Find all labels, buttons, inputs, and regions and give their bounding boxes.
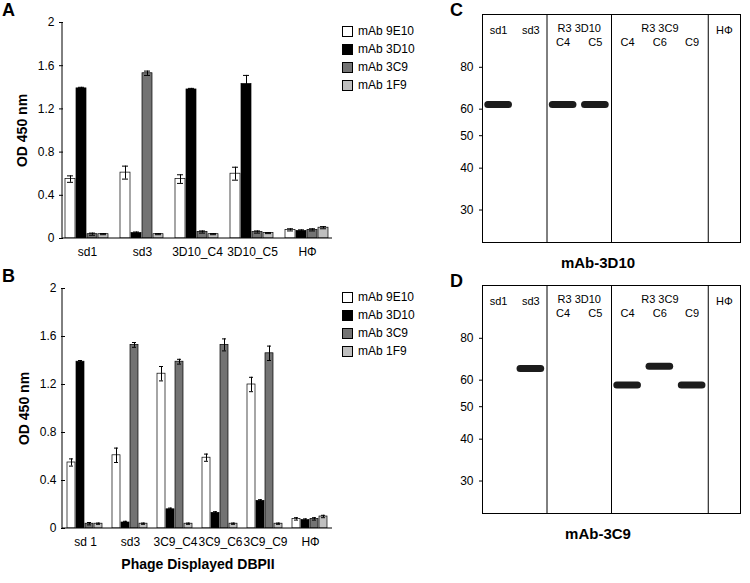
svg-text:sd1: sd1: [78, 245, 98, 259]
svg-text:sd 1: sd 1: [74, 535, 97, 549]
svg-text:HΦ: HΦ: [716, 24, 733, 36]
html-text:mAb 9E10: mAb 9E10: [358, 290, 414, 304]
svg-text:80: 80: [460, 331, 474, 345]
html-text:mAb-3C9: mAb-3C9: [565, 525, 631, 542]
svg-text:Phage Displayed DBPII: Phage Displayed DBPII: [121, 556, 274, 572]
svg-text:0: 0: [48, 231, 55, 245]
svg-text:sd3: sd3: [522, 295, 540, 307]
html-text:mAb 9E10: mAb 9E10: [358, 24, 414, 38]
svg-text:1.2: 1.2: [38, 102, 55, 116]
svg-text:50: 50: [460, 400, 474, 414]
svg-text:HΦ: HΦ: [301, 535, 319, 549]
svg-text:0: 0: [50, 521, 57, 535]
svg-text:0.4: 0.4: [38, 188, 55, 202]
svg-text:50: 50: [460, 129, 474, 143]
html-text:B: B: [2, 266, 15, 286]
svg-text:C4: C4: [556, 36, 570, 48]
svg-text:40: 40: [460, 432, 474, 446]
html-text:mAb-3D10: mAb-3D10: [560, 254, 636, 271]
svg-text:C9: C9: [685, 36, 699, 48]
svg-text:HΦ: HΦ: [716, 295, 733, 307]
html-text:mAb 1F9: mAb 1F9: [358, 78, 407, 92]
svg-text:0.8: 0.8: [38, 145, 55, 159]
svg-text:R3 3C9: R3 3C9: [641, 293, 678, 305]
html-text:C: C: [450, 0, 463, 20]
html-text:mAb 3D10: mAb 3D10: [358, 42, 415, 56]
svg-text:30: 30: [460, 203, 474, 217]
svg-text:60: 60: [460, 373, 474, 387]
svg-text:2: 2: [50, 281, 57, 295]
svg-text:HΦ: HΦ: [298, 245, 316, 259]
html-text:mAb 3D10: mAb 3D10: [358, 308, 415, 322]
svg-text:C6: C6: [653, 36, 667, 48]
svg-text:3C9_C9: 3C9_C9: [243, 535, 287, 549]
svg-text:2: 2: [48, 15, 55, 29]
svg-text:C4: C4: [556, 307, 570, 319]
svg-text:C5: C5: [588, 307, 602, 319]
svg-text:3D10_C4: 3D10_C4: [172, 245, 223, 259]
html-text:mAb 1F9: mAb 1F9: [358, 344, 407, 358]
svg-text:3D10_C5: 3D10_C5: [227, 245, 278, 259]
svg-text:C5: C5: [588, 36, 602, 48]
html-text:A: A: [2, 0, 15, 20]
svg-text:1.6: 1.6: [38, 59, 55, 73]
svg-text:3C9_C4: 3C9_C4: [153, 535, 197, 549]
svg-text:sd1: sd1: [490, 24, 508, 36]
svg-text:R3 3D10: R3 3D10: [558, 22, 601, 34]
html-text:D: D: [450, 271, 463, 291]
svg-text:OD 450 nm: OD 450 nm: [14, 94, 30, 167]
svg-text:sd3: sd3: [121, 535, 141, 549]
svg-text:1.2: 1.2: [40, 377, 57, 391]
svg-text:C6: C6: [653, 307, 667, 319]
svg-text:C4: C4: [621, 307, 635, 319]
html-text:mAb 3C9: mAb 3C9: [358, 326, 408, 340]
svg-text:1.6: 1.6: [40, 329, 57, 343]
svg-text:0.8: 0.8: [40, 425, 57, 439]
svg-text:R3 3C9: R3 3C9: [641, 22, 678, 34]
svg-text:R3 3D10: R3 3D10: [558, 293, 601, 305]
svg-text:30: 30: [460, 474, 474, 488]
svg-text:0.4: 0.4: [40, 473, 57, 487]
svg-text:C4: C4: [621, 36, 635, 48]
html-text:mAb 3C9: mAb 3C9: [358, 60, 408, 74]
svg-text:60: 60: [460, 102, 474, 116]
svg-text:40: 40: [460, 161, 474, 175]
svg-text:3C9_C6: 3C9_C6: [198, 535, 242, 549]
svg-text:OD 450 nm: OD 450 nm: [16, 372, 32, 445]
svg-text:80: 80: [460, 60, 474, 74]
svg-text:sd3: sd3: [522, 24, 540, 36]
svg-text:C9: C9: [685, 307, 699, 319]
svg-text:sd1: sd1: [490, 295, 508, 307]
svg-text:sd3: sd3: [133, 245, 153, 259]
